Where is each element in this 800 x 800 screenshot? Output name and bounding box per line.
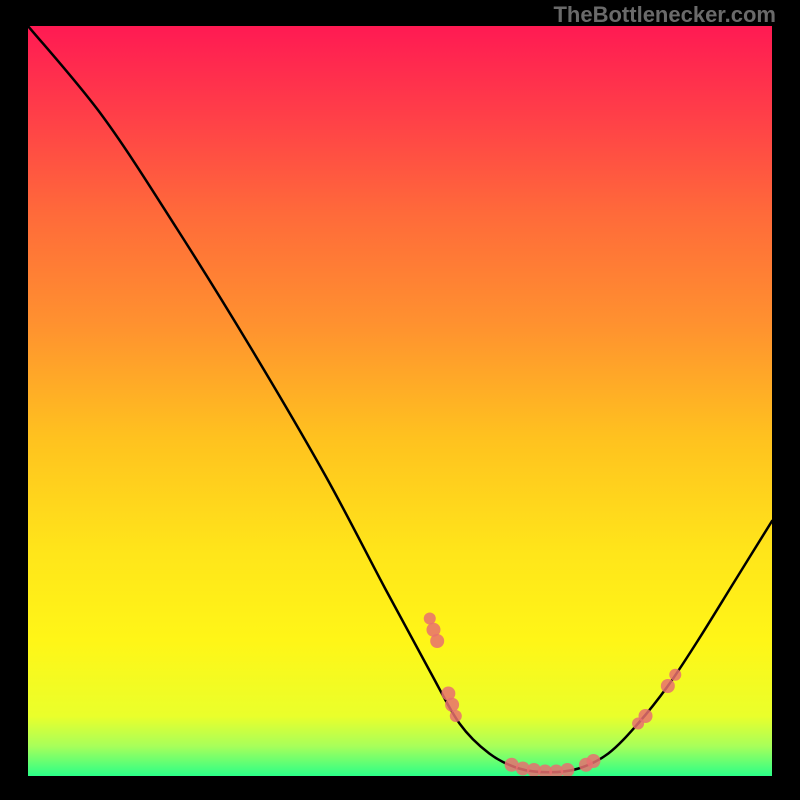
plot-area <box>28 26 772 776</box>
curve-marker <box>445 698 459 712</box>
chart-svg <box>28 26 772 776</box>
curve-marker <box>586 754 600 768</box>
chart-container: TheBottlenecker.com <box>0 0 800 800</box>
curve-marker <box>424 613 436 625</box>
curve-marker <box>430 634 444 648</box>
gradient-background <box>28 26 772 776</box>
curve-marker <box>639 709 653 723</box>
curve-marker <box>661 679 675 693</box>
watermark-text: TheBottlenecker.com <box>553 2 776 28</box>
curve-marker <box>450 710 462 722</box>
curve-marker <box>669 669 681 681</box>
